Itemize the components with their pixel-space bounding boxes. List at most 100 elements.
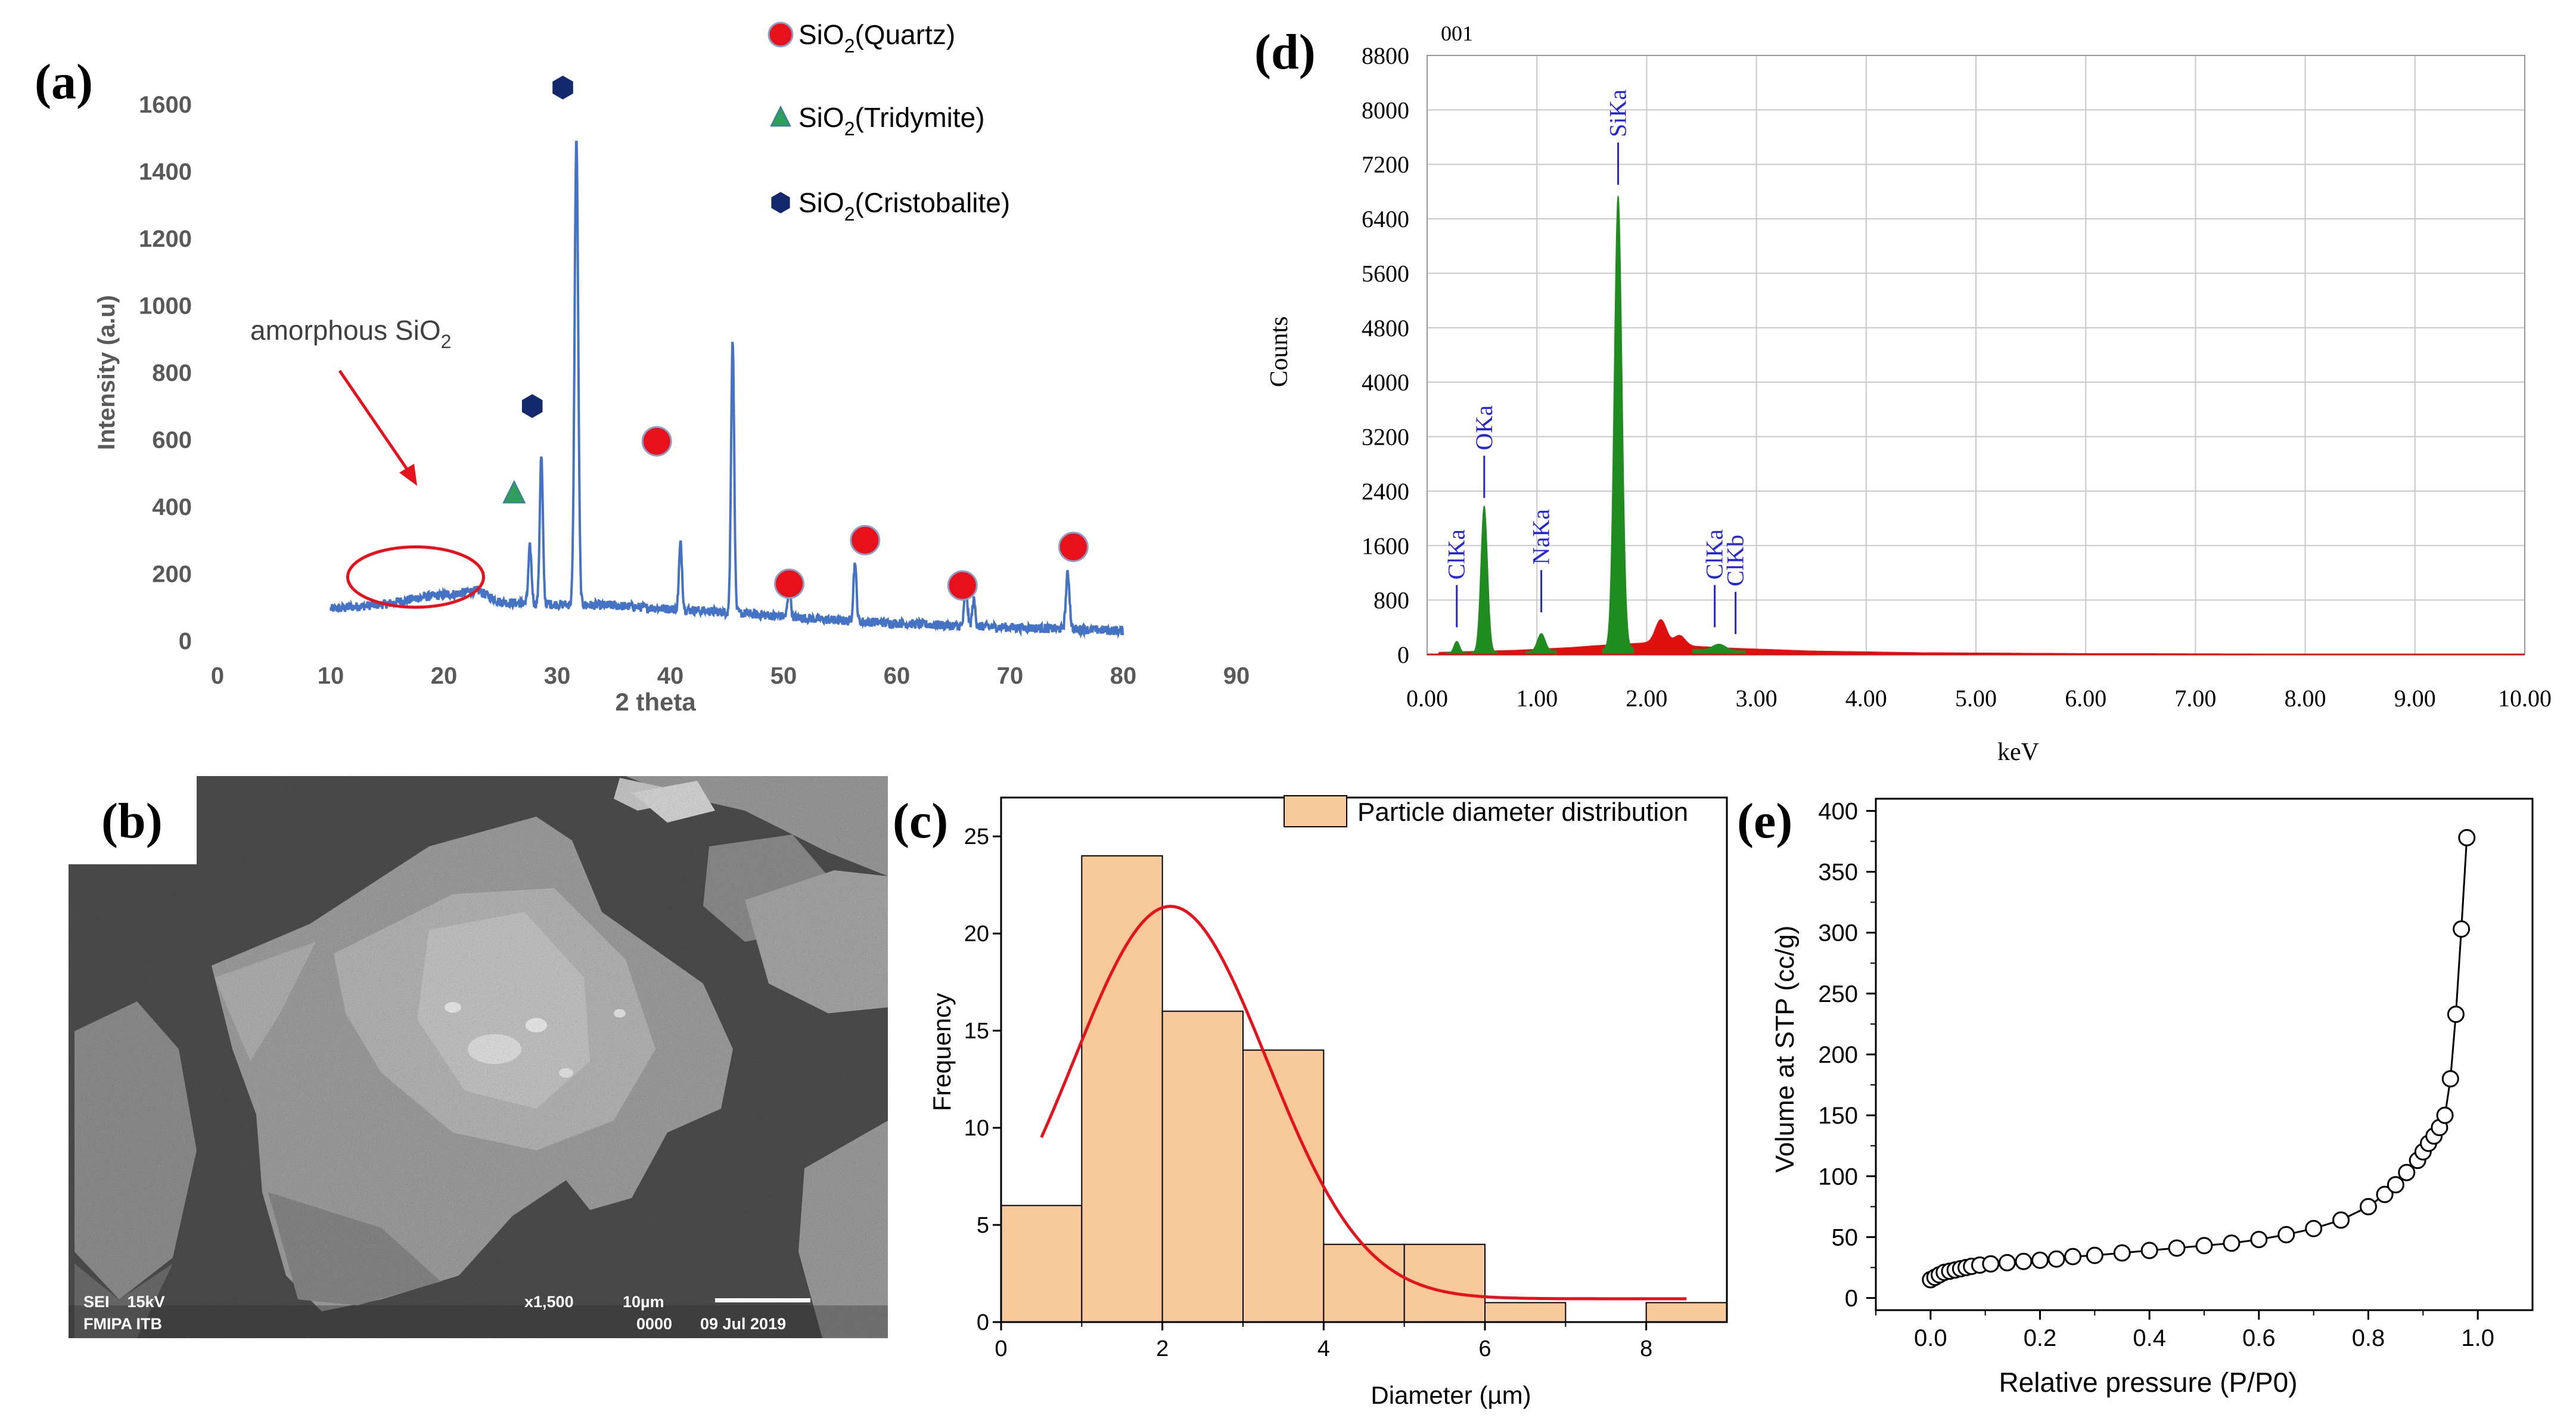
isotherm-points bbox=[1922, 829, 2476, 1289]
quartz-marker bbox=[641, 426, 672, 457]
amorphous-region-ellipse bbox=[346, 545, 485, 609]
x-tick-label: 0.6 bbox=[2242, 1325, 2276, 1351]
legend-swatch bbox=[1284, 795, 1347, 827]
x-tick-label: 1.00 bbox=[1516, 685, 1558, 712]
x-tick-label: 0.00 bbox=[1406, 685, 1448, 712]
y-tick-label: 100 bbox=[1818, 1164, 1858, 1190]
x-tick-label: 80 bbox=[1110, 663, 1137, 689]
legend-entry-phase: (Quartz) bbox=[854, 19, 955, 50]
normal-fit-curve bbox=[1040, 904, 1687, 1301]
isotherm-point bbox=[2376, 1186, 2394, 1203]
isotherm-connecting-line bbox=[1930, 837, 2468, 1281]
xrd-tick-labels: 0 10 20 30 40 50 60 70 80 90 0 200 400 600 800 1000 1200… bbox=[139, 92, 1250, 689]
phase-legend: SiO2(Quartz)SiO2(Tridymite)SiO2(Cristoba… bbox=[767, 19, 1010, 225]
isotherm-panel: (e) 0.0 0.2 0.4 0.6 0.8 1.0 0 50 100 150 200 250 300… bbox=[1737, 793, 2534, 1398]
y-tick-label: 10 bbox=[964, 1116, 989, 1141]
x-tick-label: 10 bbox=[318, 663, 344, 689]
legend-entry-formula: SiO bbox=[798, 19, 844, 50]
isotherm-tick-labels: 0.0 0.2 0.4 0.6 0.8 1.0 0 50 100 150 200 250 300 350 4… bbox=[1818, 798, 2494, 1351]
quartz-marker bbox=[1058, 532, 1089, 562]
isotherm-point bbox=[2453, 920, 2471, 938]
sem-scale-bar bbox=[715, 1298, 810, 1302]
isotherm-point bbox=[2277, 1226, 2295, 1243]
x-tick-label: 90 bbox=[1223, 663, 1250, 689]
y-tick-label: 0 bbox=[179, 628, 192, 654]
legend-entry-formula: SiO bbox=[798, 187, 844, 218]
xrd-pattern-line bbox=[330, 140, 1124, 639]
histogram-bar bbox=[1161, 1010, 1244, 1323]
amorphous-annotation: amorphous SiO2 bbox=[250, 315, 451, 352]
y-tick-label: 400 bbox=[152, 494, 192, 520]
line-marker-label: ClKb bbox=[1722, 535, 1749, 587]
panel-label-a: (a) bbox=[35, 54, 93, 110]
y-tick-label: 1600 bbox=[139, 92, 192, 118]
tridymite-marker bbox=[770, 105, 791, 127]
legend-text: Particle diameter distribution bbox=[1357, 798, 1688, 827]
histogram-panel: (c) 0 2 4 6 8 0 5 10 15 20 25 Particle diameter di… bbox=[893, 793, 1728, 1409]
plot-frame bbox=[1000, 796, 1728, 1323]
y-tick-label: 4000 bbox=[1362, 369, 1409, 396]
isotherm-point bbox=[1998, 1254, 2016, 1271]
x-tick-label: 8 bbox=[1640, 1336, 1652, 1361]
y-tick-label: 0 bbox=[1397, 641, 1409, 668]
isotherm-point bbox=[2436, 1106, 2454, 1124]
y-tick-label: 0 bbox=[977, 1310, 989, 1335]
isotherm-x-axis-title: Relative pressure (P/P0) bbox=[1999, 1367, 2297, 1398]
x-tick-label: 40 bbox=[657, 663, 684, 689]
cristobalite-marker bbox=[521, 394, 543, 418]
xrd-panel: (a) 0 10 20 30 40 50 60 70 80 90 0 200 400 600 800 1000… bbox=[35, 19, 1250, 716]
legend-entry-phase: (Cristobalite) bbox=[854, 187, 1010, 218]
eds-spectrum-id: 001 bbox=[1441, 21, 1473, 45]
amorphous-arrowhead bbox=[399, 464, 417, 486]
x-tick-label: 6.00 bbox=[2065, 685, 2106, 712]
green-element-peak bbox=[1470, 505, 1498, 655]
y-tick-label: 1400 bbox=[139, 159, 192, 185]
legend-entry-subscript: 2 bbox=[844, 35, 855, 57]
green-element-peak bbox=[1602, 196, 1635, 655]
isotherm-point bbox=[1982, 1255, 2000, 1273]
isotherm-point bbox=[2332, 1211, 2350, 1229]
x-tick-label: 2.00 bbox=[1626, 685, 1667, 712]
isotherm-point bbox=[2305, 1220, 2323, 1237]
isotherm-point bbox=[2015, 1252, 2033, 1270]
y-tick-label: 25 bbox=[964, 824, 989, 849]
isotherm-point bbox=[2360, 1197, 2377, 1215]
isotherm-point bbox=[2086, 1246, 2103, 1264]
sem-image-code: 0000 bbox=[636, 1315, 672, 1333]
legend-entry-formula: SiO bbox=[798, 102, 844, 133]
isotherm-point bbox=[2031, 1251, 2049, 1269]
sem-scale-text: 10µm bbox=[623, 1293, 664, 1311]
x-tick-label: 2 bbox=[1156, 1336, 1169, 1361]
quartz-marker bbox=[774, 568, 804, 599]
y-tick-label: 200 bbox=[1818, 1042, 1858, 1068]
x-tick-label: 3.00 bbox=[1736, 685, 1778, 712]
green-element-peak bbox=[1525, 633, 1558, 655]
tridymite-marker bbox=[502, 480, 526, 504]
x-tick-label: 0.0 bbox=[1914, 1325, 1947, 1351]
quartz-marker bbox=[947, 570, 978, 601]
eds-axes bbox=[1427, 55, 2525, 655]
isotherm-point bbox=[2387, 1176, 2404, 1194]
legend-entry-subscript: 2 bbox=[844, 118, 855, 139]
y-tick-label: 1000 bbox=[139, 293, 192, 319]
isotherm-point bbox=[2223, 1234, 2241, 1252]
y-tick-label: 5 bbox=[977, 1213, 989, 1238]
isotherm-point bbox=[2250, 1231, 2268, 1249]
x-tick-label: 0 bbox=[211, 663, 224, 689]
y-tick-label: 50 bbox=[1832, 1224, 1859, 1251]
y-tick-label: 350 bbox=[1818, 860, 1858, 886]
panel-label-b-box bbox=[69, 776, 197, 864]
isotherm-point bbox=[2168, 1239, 2186, 1257]
histogram-bar bbox=[1081, 855, 1163, 1323]
x-tick-label: 1.0 bbox=[2461, 1325, 2494, 1351]
histogram-bars bbox=[1000, 855, 1728, 1323]
y-tick-label: 2400 bbox=[1362, 478, 1409, 505]
y-tick-label: 7200 bbox=[1362, 151, 1409, 178]
isotherm-point bbox=[2458, 829, 2476, 846]
isotherm-point bbox=[2064, 1248, 2082, 1265]
isotherm-point bbox=[2441, 1070, 2459, 1088]
sem-info-lab: FMIPA ITB bbox=[83, 1315, 162, 1333]
histogram-bar bbox=[1000, 1205, 1083, 1323]
legend-entry-quartz: SiO2(Quartz) bbox=[798, 19, 955, 57]
eds-y-axis-title: Counts bbox=[1266, 316, 1293, 387]
